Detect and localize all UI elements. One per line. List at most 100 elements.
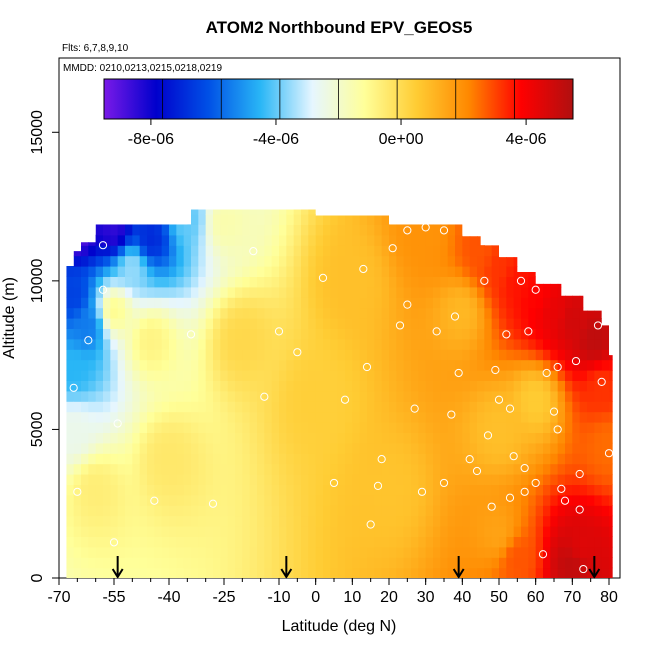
epv-cell [513,557,522,569]
epv-cell [132,432,141,444]
epv-cell [528,536,537,548]
epv-cell [176,505,185,517]
epv-cell [528,338,537,350]
epv-cell [367,453,375,465]
epv-cell [301,442,309,454]
epv-cell [535,557,544,569]
epv-cell [557,453,566,465]
epv-cell [389,286,397,298]
epv-cell [213,411,221,423]
epv-cell [110,390,119,402]
epv-cell [249,234,258,246]
epv-cell [447,297,456,309]
epv-cell [213,328,221,340]
epv-cell [242,546,251,558]
epv-cell [403,328,412,340]
epv-cell [455,505,463,517]
epv-cell [169,463,177,475]
epv-cell [132,338,141,350]
epv-cell [95,484,104,496]
epv-cell [66,536,75,548]
epv-cell [440,338,449,350]
epv-cell [279,307,287,319]
epv-cell [543,474,551,485]
sample-point [388,244,397,253]
epv-cell [132,484,141,496]
epv-cell [264,401,273,413]
epv-cell [301,422,309,433]
epv-cell [147,276,155,288]
epv-cell [271,411,280,423]
epv-cell [66,463,75,475]
epv-cell [535,370,544,381]
epv-cell [73,286,82,298]
epv-cell [381,515,390,527]
epv-cell [425,245,434,257]
epv-cell [154,515,163,527]
epv-cell [183,370,192,381]
epv-cell [359,214,368,225]
epv-cell [271,536,280,548]
epv-cell [521,526,529,537]
epv-cell [220,557,229,569]
epv-cell [154,297,163,309]
epv-cell [301,463,309,475]
epv-cell [88,505,97,517]
epv-cell [469,297,478,309]
epv-cell [403,266,412,277]
epv-cell [271,214,280,225]
epv-cell [220,214,229,225]
epv-cell [506,318,515,329]
epv-cell [381,546,390,558]
epv-cell [447,474,456,485]
epv-cell [381,557,390,569]
epv-cell [81,546,89,558]
epv-cell [125,224,133,236]
epv-cell [315,214,324,225]
epv-cell [110,422,119,433]
epv-cell [191,494,199,506]
epv-cell [95,297,104,309]
y-tick-label: 15000 [29,110,46,155]
epv-cell [462,276,471,288]
epv-cell [440,349,449,361]
epv-cell [403,401,412,413]
epv-cell [301,380,309,392]
epv-cell [469,338,478,350]
epv-cell [161,297,170,309]
epv-cell [110,245,119,257]
epv-cell [315,307,324,319]
epv-cell [587,432,595,444]
down-arrow [111,556,124,579]
epv-cell [213,442,221,454]
epv-cell [323,401,331,413]
epv-cell [323,422,331,433]
epv-cell [257,370,265,381]
epv-cell [565,286,573,298]
epv-cell [513,453,522,465]
epv-cell [220,307,229,319]
epv-cell [220,266,229,277]
epv-cell [550,463,559,475]
epv-cell [491,536,500,548]
epv-cell [433,567,441,579]
epv-cell [455,224,463,236]
epv-cell [205,307,214,319]
epv-cell [301,245,309,257]
epv-cell [315,442,324,454]
epv-cell [411,266,419,277]
epv-cell [359,286,368,298]
epv-cell [235,401,243,413]
epv-cell [587,359,595,371]
epv-cell [433,411,441,423]
epv-cell [73,307,82,319]
epv-cell [403,255,412,267]
flight-arrows [111,556,601,579]
epv-cell [88,484,97,496]
sample-point [98,241,108,250]
epv-cell [601,380,610,392]
epv-cell [330,380,339,392]
epv-cell [286,546,295,558]
epv-cell [418,338,427,350]
epv-cell [308,536,317,548]
